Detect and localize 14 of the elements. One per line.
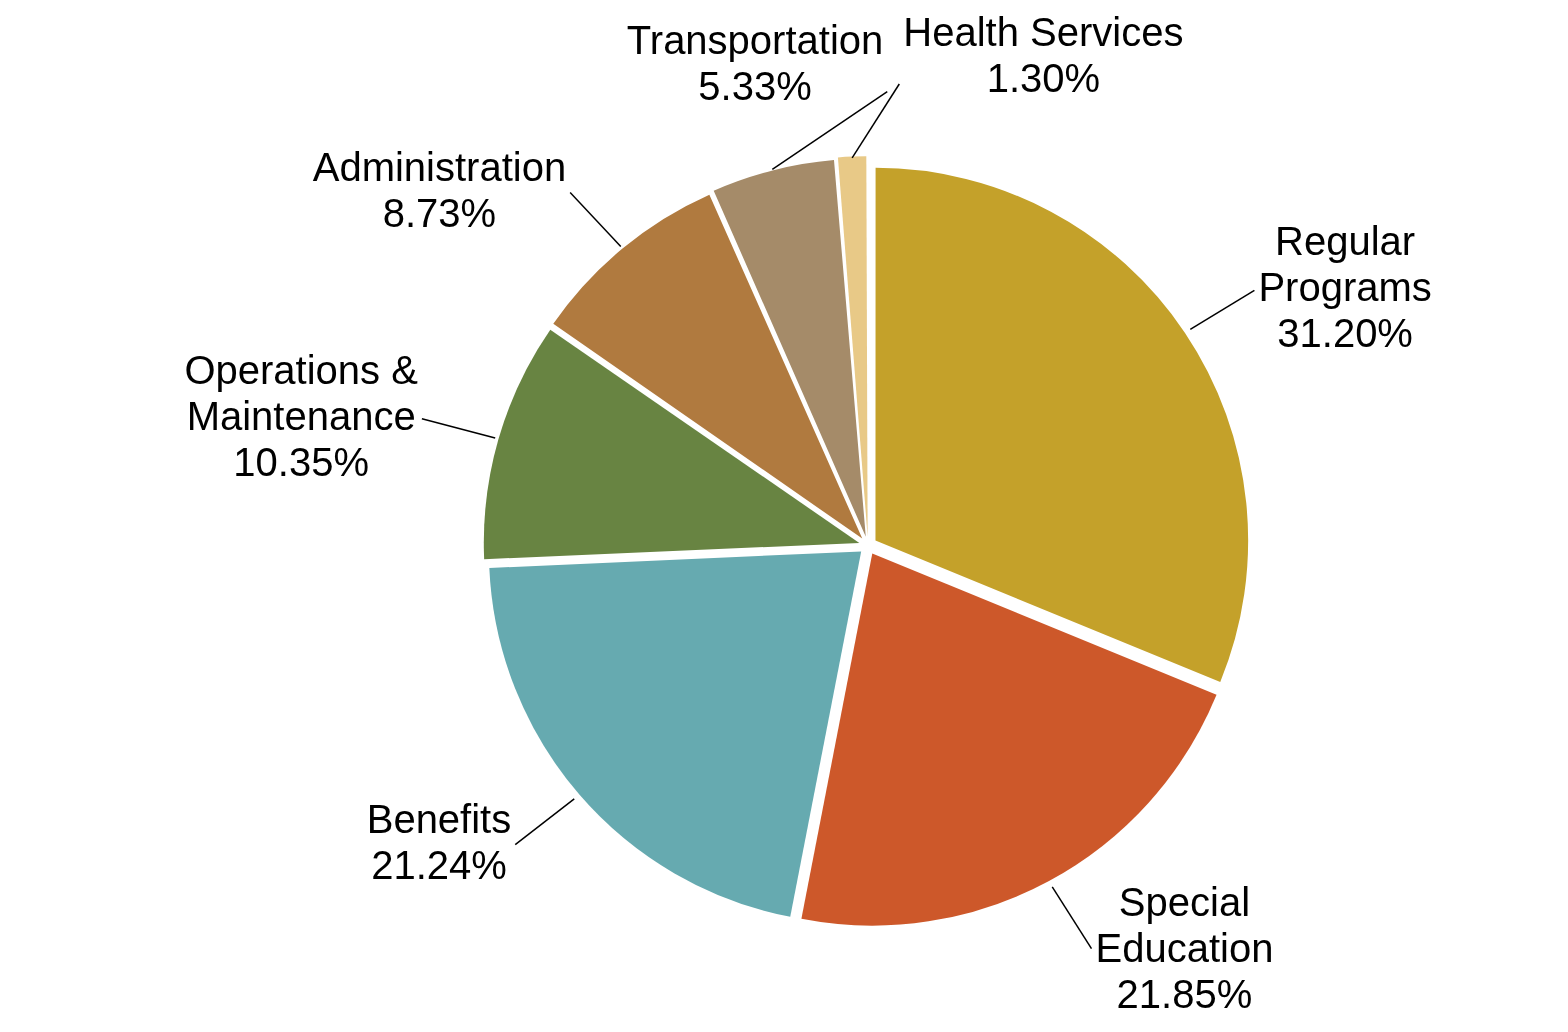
data-label: 10.35% xyxy=(233,439,370,484)
data-label: 1.30% xyxy=(986,56,1101,101)
slice-label: Benefits xyxy=(366,796,512,841)
slice-label: Health Services xyxy=(903,10,1184,55)
data-label: 21.24% xyxy=(371,842,507,887)
data-label: 21.85% xyxy=(1116,972,1253,1017)
data-label: 8.73% xyxy=(382,190,497,235)
data-label: 5.33% xyxy=(698,63,812,108)
slice-label: Operations & Maintenance xyxy=(184,347,419,438)
slice-label: Transportation xyxy=(626,17,884,62)
slice-label: Special Education xyxy=(1095,880,1274,971)
slice-label: Regular Programs xyxy=(1258,219,1432,310)
data-label: 31.20% xyxy=(1277,311,1413,356)
slice-label: Administration xyxy=(312,144,567,189)
